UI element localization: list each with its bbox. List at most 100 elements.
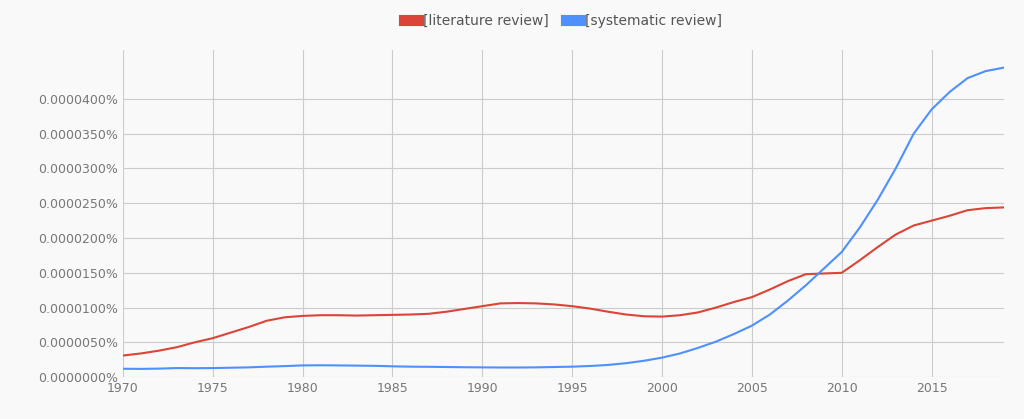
[literature review] bbox=[512, 300, 524, 305]
[literature review] bbox=[907, 223, 920, 228]
Line: [systematic review]: [systematic review] bbox=[123, 67, 1004, 369]
[systematic review] bbox=[943, 90, 955, 95]
[systematic review] bbox=[458, 365, 470, 370]
[literature review] bbox=[224, 330, 237, 335]
[literature review] bbox=[962, 208, 974, 213]
[literature review] bbox=[188, 340, 201, 345]
[systematic review] bbox=[836, 249, 848, 254]
[literature review] bbox=[350, 313, 362, 318]
[systematic review] bbox=[854, 225, 866, 230]
[literature review] bbox=[548, 302, 560, 307]
[systematic review] bbox=[781, 298, 794, 303]
[literature review] bbox=[171, 345, 183, 350]
[systematic review] bbox=[297, 363, 309, 368]
[literature review] bbox=[836, 270, 848, 275]
[systematic review] bbox=[962, 75, 974, 80]
[systematic review] bbox=[638, 358, 650, 363]
[systematic review] bbox=[674, 351, 686, 356]
[literature review] bbox=[656, 314, 669, 319]
[systematic review] bbox=[404, 364, 417, 369]
[literature review] bbox=[530, 301, 543, 306]
[systematic review] bbox=[602, 362, 614, 367]
[literature review] bbox=[584, 306, 596, 311]
[systematic review] bbox=[566, 364, 579, 369]
[systematic review] bbox=[710, 339, 722, 344]
Legend: [literature review], [systematic review]: [literature review], [systematic review] bbox=[398, 8, 728, 34]
[systematic review] bbox=[135, 366, 147, 371]
[literature review] bbox=[458, 306, 470, 311]
[literature review] bbox=[153, 348, 165, 353]
[systematic review] bbox=[279, 364, 291, 369]
[systematic review] bbox=[764, 312, 776, 317]
[systematic review] bbox=[188, 366, 201, 371]
[literature review] bbox=[890, 232, 902, 237]
[literature review] bbox=[602, 309, 614, 314]
[literature review] bbox=[979, 206, 991, 211]
[systematic review] bbox=[745, 323, 758, 328]
[systematic review] bbox=[386, 364, 398, 369]
[systematic review] bbox=[530, 365, 543, 370]
[systematic review] bbox=[495, 365, 507, 370]
[systematic review] bbox=[656, 355, 669, 360]
[literature review] bbox=[476, 304, 488, 309]
[systematic review] bbox=[512, 365, 524, 370]
[literature review] bbox=[926, 218, 938, 223]
Line: [literature review]: [literature review] bbox=[123, 207, 1004, 356]
[systematic review] bbox=[728, 331, 740, 336]
[literature review] bbox=[871, 245, 884, 250]
[systematic review] bbox=[800, 283, 812, 288]
[systematic review] bbox=[476, 365, 488, 370]
[systematic review] bbox=[907, 131, 920, 136]
[literature review] bbox=[243, 325, 255, 330]
[systematic review] bbox=[243, 365, 255, 370]
[systematic review] bbox=[350, 363, 362, 368]
[systematic review] bbox=[171, 365, 183, 370]
[systematic review] bbox=[369, 363, 381, 368]
[systematic review] bbox=[117, 366, 129, 371]
[literature review] bbox=[422, 311, 434, 316]
[systematic review] bbox=[979, 69, 991, 74]
[systematic review] bbox=[422, 364, 434, 369]
[literature review] bbox=[566, 304, 579, 309]
[systematic review] bbox=[871, 197, 884, 202]
[systematic review] bbox=[584, 363, 596, 368]
[systematic review] bbox=[440, 365, 453, 370]
[systematic review] bbox=[333, 363, 345, 368]
[literature review] bbox=[333, 313, 345, 318]
[literature review] bbox=[369, 313, 381, 318]
[systematic review] bbox=[890, 166, 902, 171]
[literature review] bbox=[117, 353, 129, 358]
[literature review] bbox=[692, 310, 705, 315]
[systematic review] bbox=[997, 65, 1010, 70]
[literature review] bbox=[997, 205, 1010, 210]
[systematic review] bbox=[224, 365, 237, 370]
[literature review] bbox=[781, 279, 794, 284]
[literature review] bbox=[314, 313, 327, 318]
[literature review] bbox=[135, 351, 147, 356]
[literature review] bbox=[943, 213, 955, 218]
[literature review] bbox=[207, 336, 219, 341]
[literature review] bbox=[764, 287, 776, 292]
[literature review] bbox=[854, 258, 866, 263]
[literature review] bbox=[800, 272, 812, 277]
[systematic review] bbox=[817, 266, 829, 271]
[literature review] bbox=[620, 312, 632, 317]
[systematic review] bbox=[620, 361, 632, 366]
[systematic review] bbox=[926, 107, 938, 112]
[literature review] bbox=[386, 312, 398, 317]
[literature review] bbox=[745, 295, 758, 300]
[literature review] bbox=[260, 318, 272, 323]
[systematic review] bbox=[314, 363, 327, 368]
[literature review] bbox=[710, 305, 722, 310]
[literature review] bbox=[728, 300, 740, 305]
[literature review] bbox=[404, 312, 417, 317]
[systematic review] bbox=[260, 364, 272, 369]
[systematic review] bbox=[153, 366, 165, 371]
[systematic review] bbox=[207, 365, 219, 370]
[systematic review] bbox=[548, 365, 560, 370]
[literature review] bbox=[638, 314, 650, 319]
[systematic review] bbox=[692, 345, 705, 350]
[literature review] bbox=[440, 309, 453, 314]
[literature review] bbox=[279, 315, 291, 320]
[literature review] bbox=[297, 313, 309, 318]
